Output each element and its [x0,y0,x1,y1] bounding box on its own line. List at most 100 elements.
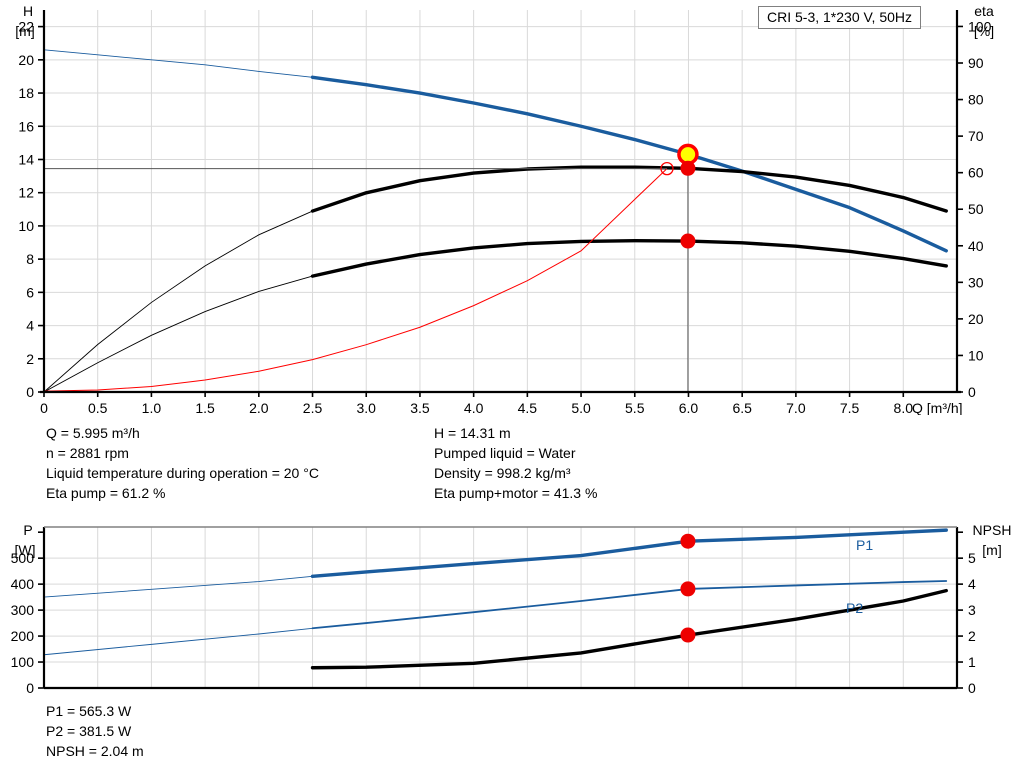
axis-title-h: H [23,3,33,19]
tick-label-bottom: 5.5 [625,400,645,415]
tick-label-right: 70 [968,128,984,144]
operating-point-dot[interactable] [680,233,696,249]
tick-label-right: 30 [968,274,984,290]
tick-label-bottom: 6.0 [679,400,699,415]
tick-label-bottom: 2.5 [303,400,323,415]
axis-title-npsh-unit: [m] [982,542,1001,558]
tick-label-left: 500 [11,550,35,566]
curve-eta-pump-thin [43,210,313,393]
tick-label-bottom: 1.0 [142,400,162,415]
operating-point-dot[interactable] [680,533,696,549]
duty-info-left-line-1: n = 2881 rpm [46,445,129,461]
tick-label-right: 1 [968,654,976,670]
tick-label-right: 50 [968,201,984,217]
duty-info-right-line-0: H = 14.31 m [434,425,511,441]
curve-h-head-curve- [310,75,948,253]
curve-system-curve [43,168,668,392]
tick-label-bottom: 2.0 [249,400,269,415]
tick-label-left: 2 [26,351,34,367]
axis-title-eta: eta [974,3,994,19]
tick-label-bottom: 7.0 [786,400,806,415]
tick-label-right: 2 [968,628,976,644]
tick-label-left: 6 [26,284,34,300]
tick-label-bottom: 7.5 [840,400,860,415]
tick-label-left: 4 [26,318,34,334]
tick-label-left: 12 [18,185,34,201]
axis-title-p-unit: [W] [15,542,36,558]
tick-label-bottom: 3.5 [410,400,430,415]
duty-info-right: H = 14.31 m Pumped liquid = Water Density … [434,423,597,503]
duty-info-left-line-2: Liquid temperature during operation = 20… [46,465,319,481]
tick-label-bottom: 8.0 [894,400,914,415]
head-eta-chart: 0 2 4 6 8 10 12 14 16 18 20 22 0 10 20 30 40 50 60 70 80 90 10… [15,3,994,415]
tick-label-right: 4 [968,576,976,592]
power-info-line-0: P1 = 565.3 W [46,703,132,719]
operating-point-dot[interactable] [680,627,696,643]
tick-label-right: 3 [968,602,976,618]
power-info: P1 = 565.3 W P2 = 381.5 W NPSH = 2.04 m [46,701,144,761]
tick-label-left: 8 [26,251,34,267]
curve-eta-pump-motor-thin [43,275,313,393]
curve-label-p2: P2 [846,600,863,616]
duty-info-left-line-3: Eta pump = 61.2 % [46,485,166,501]
duty-info-left: Q = 5.995 m³/h n = 2881 rpm Liquid tempera… [46,423,319,503]
tick-label-bottom: 0.5 [88,400,108,415]
tick-label-right: 80 [968,92,984,108]
system-curve-marker[interactable] [660,161,674,176]
tick-label-left: 0 [26,384,34,400]
axis-title-q: Q [m³/h] [912,400,963,415]
tick-label-right: 5 [968,550,976,566]
tick-label-right: 60 [968,165,984,181]
duty-info-right-line-1: Pumped liquid = Water [434,445,576,461]
curve-p2-thin [43,627,313,656]
tick-label-left: 10 [18,218,34,234]
axis-title-p: P [23,522,32,538]
pump-title-text: CRI 5-3, 1*230 V, 50Hz [767,9,913,25]
tick-label-left: 300 [11,602,35,618]
tick-label-right: 40 [968,238,984,254]
pump-title-box: CRI 5-3, 1*230 V, 50Hz [758,6,922,30]
axis-title-eta-unit: [%] [974,23,994,39]
power-info-line-1: P2 = 381.5 W [46,723,132,739]
curve-eta-pump [310,165,948,213]
tick-label-bottom: 0 [40,400,48,415]
tick-label-right: 0 [968,680,976,696]
duty-info-right-line-3: Eta pump+motor = 41.3 % [434,485,598,501]
tick-label-right: 0 [968,384,976,400]
power-npsh-chart: 0 100 200 300 400 500 0 1 2 3 4 5 P [W] NPSH [m] P1 P2 [11,522,1012,696]
tick-label-bottom: 4.0 [464,400,484,415]
curve-p2 [311,580,948,630]
curve-h-head-curve--thin [43,49,313,78]
duty-point-marker[interactable] [677,143,699,166]
axis-title-npsh: NPSH [973,522,1012,538]
tick-label-right: 90 [968,55,984,71]
curve-p1-thin [43,575,313,598]
curve-eta-pump-motor [310,238,948,278]
tick-label-left: 100 [11,654,35,670]
tick-label-right: 10 [968,347,984,363]
tick-label-left: 400 [11,576,35,592]
tick-label-bottom: 1.5 [195,400,215,415]
tick-label-left: 200 [11,628,35,644]
tick-label-bottom: 4.5 [518,400,538,415]
tick-label-left: 22 [18,19,34,35]
tick-label-left: 20 [18,52,34,68]
tick-label-left: 16 [18,118,34,134]
operating-point-dot[interactable] [680,581,696,597]
tick-label-right: 20 [968,311,984,327]
duty-info-right-line-2: Density = 998.2 kg/m³ [434,465,571,481]
tick-label-bottom: 3.0 [357,400,377,415]
tick-label-bottom: 5.0 [571,400,591,415]
tick-label-right: 100 [968,18,992,34]
curve-label-p1: P1 [856,537,873,553]
axis-title-h-unit: [m] [15,23,34,39]
power-info-line-2: NPSH = 2.04 m [46,743,144,759]
duty-info-left-line-0: Q = 5.995 m³/h [46,425,140,441]
tick-label-bottom: 6.5 [732,400,752,415]
curve-npsh [310,588,948,670]
curve-p1 [310,528,948,579]
tick-label-left: 14 [18,151,34,167]
tick-label-left: 0 [26,680,34,696]
operating-point-dot[interactable] [680,160,696,176]
